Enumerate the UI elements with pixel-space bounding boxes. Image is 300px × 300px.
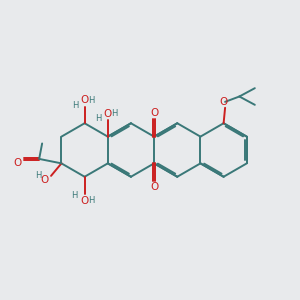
- Text: H: H: [88, 96, 94, 105]
- Text: H: H: [88, 196, 94, 205]
- Text: H: H: [95, 114, 101, 123]
- Text: H: H: [111, 109, 118, 118]
- Text: O: O: [14, 158, 22, 168]
- Text: O: O: [40, 175, 49, 185]
- Text: O: O: [150, 108, 158, 118]
- Text: O: O: [80, 196, 89, 206]
- Text: O: O: [220, 97, 228, 107]
- Text: H: H: [35, 171, 41, 180]
- Text: O: O: [104, 109, 112, 119]
- Text: H: H: [72, 101, 78, 110]
- Text: O: O: [80, 95, 89, 105]
- Text: O: O: [150, 182, 158, 192]
- Text: H: H: [71, 191, 77, 200]
